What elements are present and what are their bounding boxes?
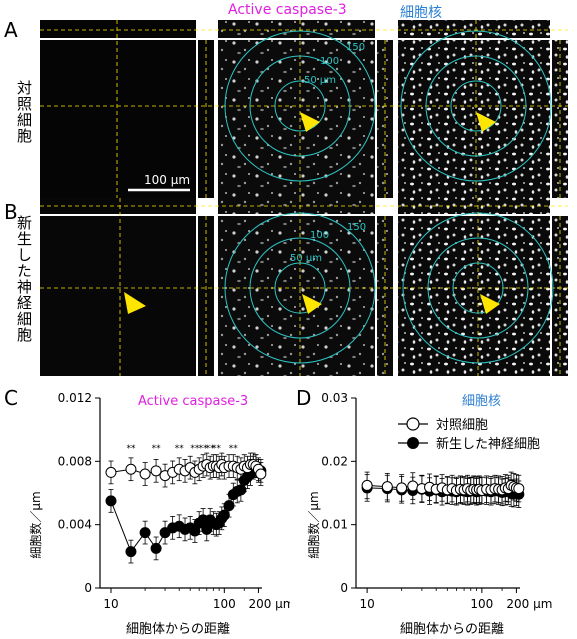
- micrograph-a-nucleus: [398, 40, 550, 198]
- chart-d-ylabel: 細胞数／µm: [306, 491, 321, 558]
- chart-c-ylabel: 細胞数／µm: [28, 491, 43, 558]
- arrowhead-b-caspase: [302, 294, 322, 314]
- data-point-newborn: [150, 542, 162, 554]
- header-caspase: Active caspase-3: [228, 2, 347, 18]
- ring-label-150-b: 150: [347, 222, 366, 233]
- micrograph-a-caspase: [218, 40, 375, 198]
- arrowhead-b-control: [124, 292, 146, 314]
- x-tick-label: 100: [213, 597, 236, 611]
- data-point-control: [381, 481, 393, 493]
- panel-letter-a: A: [4, 18, 18, 42]
- y-tick-label: 0: [84, 581, 92, 595]
- rings-b-nucleus: [402, 212, 554, 364]
- data-point-control: [125, 463, 137, 475]
- chart-c-xlabel: 細胞体からの距離: [126, 622, 230, 637]
- data-point-control: [255, 468, 267, 480]
- micrograph-b-caspase: [218, 216, 375, 376]
- micrograph-a-control-top: [40, 20, 196, 38]
- data-point-newborn: [105, 495, 117, 507]
- significance-marker: **: [229, 444, 239, 454]
- x-tick-label: 10: [359, 597, 374, 611]
- data-point-control: [396, 482, 408, 494]
- rings-a-nucleus: [400, 30, 552, 182]
- y-tick-label: 0.01: [321, 518, 348, 532]
- chart-c-title: Active caspase-3: [138, 394, 248, 409]
- scale-bar-label: 100 µm: [144, 173, 190, 187]
- x-tick-label: 200 µm: [506, 597, 552, 611]
- data-point-newborn: [125, 546, 137, 558]
- legend-label-control: 対照細胞: [436, 418, 488, 433]
- ring-label-50-a: 50 µm: [304, 75, 336, 86]
- ring-label-100-a: 100: [320, 56, 339, 67]
- significance-marker: **: [199, 444, 209, 454]
- x-tick-label: 100: [470, 597, 493, 611]
- significance-marker: **: [190, 444, 200, 454]
- micrograph-b-nucleus: [398, 216, 550, 376]
- panel-letter-b: B: [4, 200, 18, 224]
- crosshair-row-b: [40, 198, 568, 376]
- arrowhead-a-nucleus: [476, 112, 496, 132]
- significance-marker: **: [152, 444, 162, 454]
- x-tick-label: 200 µm: [248, 597, 290, 611]
- data-point-control: [139, 468, 151, 480]
- rings-b-caspase: [224, 212, 376, 364]
- micrograph-b-control: [40, 216, 196, 376]
- y-tick-label: 0.004: [58, 518, 92, 532]
- micrograph-a-control: [40, 40, 196, 198]
- legend-marker-newborn: [407, 437, 419, 449]
- arrowhead-b-nucleus: [480, 294, 500, 314]
- micrograph-grid: 50 µm 100 150 50 µm 100 150 100 µm: [40, 20, 568, 376]
- chart-d-nucleus: 細胞核 細胞数／µm 細胞体からの距離 対照細胞 新生した神経細胞 0 0.01 0…: [306, 391, 552, 637]
- row-label-control: 対照細胞: [15, 80, 33, 144]
- chart-d-xlabel: 細胞体からの距離: [400, 622, 504, 637]
- ring-label-50-b: 50 µm: [290, 253, 322, 264]
- arrowhead-a-caspase: [300, 112, 320, 132]
- micrograph-a-caspase-top: [218, 20, 375, 38]
- data-point-control: [361, 479, 373, 491]
- data-point-control: [407, 480, 419, 492]
- row-label-newborn: 新生した神経細胞: [15, 215, 33, 343]
- significance-marker: **: [206, 444, 216, 454]
- legend: 対照細胞 新生した神経細胞: [398, 417, 540, 452]
- ring-label-100-b: 100: [310, 230, 329, 241]
- rings-a-caspase: [224, 30, 376, 182]
- y-tick-label: 0.008: [58, 454, 92, 468]
- data-point-control: [105, 466, 117, 478]
- chart-c-caspase: Active caspase-3 細胞数／µm 細胞体からの距離 0 0.004 0…: [28, 391, 290, 637]
- data-point-control: [513, 483, 525, 495]
- data-point-newborn: [201, 523, 213, 535]
- header-nucleus: 細胞核: [400, 5, 442, 21]
- data-point-newborn: [223, 500, 235, 512]
- data-point-newborn: [139, 527, 151, 539]
- chart-d-title: 細胞核: [462, 394, 501, 409]
- panel-letter-d: D: [296, 386, 312, 410]
- panel-letter-c: C: [4, 386, 18, 410]
- y-tick-label: 0.02: [321, 454, 348, 468]
- y-tick-label: 0: [340, 581, 348, 595]
- crosshair-row-a: [40, 20, 568, 198]
- data-point-newborn: [218, 509, 230, 521]
- legend-label-newborn: 新生した神経細胞: [436, 436, 540, 452]
- legend-marker-control: [406, 417, 420, 431]
- x-tick-label: 10: [103, 597, 118, 611]
- y-tick-label: 0.03: [321, 391, 348, 405]
- significance-marker: **: [175, 444, 185, 454]
- significance-marker: **: [126, 444, 136, 454]
- data-point-newborn: [235, 484, 247, 496]
- y-tick-label: 0.012: [58, 391, 92, 405]
- data-point-control: [150, 465, 162, 477]
- significance-marker: **: [212, 444, 222, 454]
- micrograph-b-caspase-top: [218, 198, 375, 214]
- ring-label-150-a: 150: [346, 42, 365, 53]
- micrograph-a-nucleus-top: [398, 20, 550, 38]
